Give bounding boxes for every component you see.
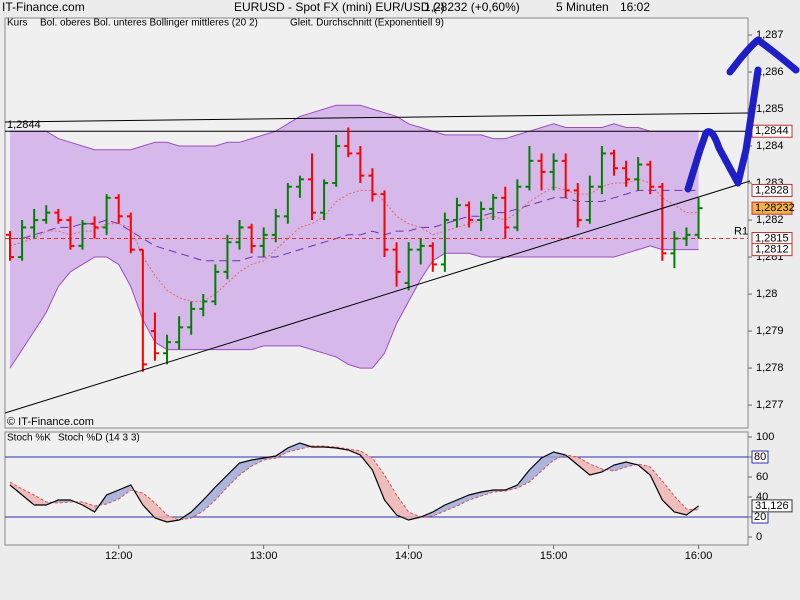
ema-line: [9, 178, 699, 302]
price-tag: [751, 243, 793, 257]
stoch-fill: [34, 495, 47, 505]
stoch-fill: [456, 495, 470, 506]
trend-line: [4, 180, 751, 414]
x-tick-label: 14:00: [395, 550, 423, 562]
price-tag: [751, 201, 793, 215]
x-tick-label: 16:00: [685, 550, 713, 562]
stoch-fill: [674, 496, 687, 515]
stoch-fill: [154, 503, 168, 522]
site-name: IT-Finance.com: [2, 0, 85, 14]
interval: 5 Minuten: [556, 0, 609, 14]
x-tick-label: 12:00: [105, 550, 133, 562]
stoch-fill: [432, 505, 445, 516]
y-tick-label: 1,28: [756, 288, 777, 300]
stoch-k-line: [9, 442, 699, 523]
bollinger-middle: [10, 189, 699, 262]
price-tag-label: 1,28232: [755, 202, 795, 214]
stoch-fill: [118, 485, 131, 499]
y-tick-label: 1,287: [756, 29, 784, 41]
y-tick-label: 1,278: [756, 362, 784, 374]
y-tick-label: 1,284: [756, 140, 784, 152]
plot-layer: 1,2771,2781,2791,281,2811,2821,2831,2841…: [5, 18, 795, 562]
stoch-fill: [650, 467, 663, 500]
price-tag-label: 1,2812: [755, 244, 789, 256]
stoch-fill: [360, 451, 373, 470]
price-tag-label: 1,2844: [755, 125, 789, 137]
level-label: 1,2844: [7, 119, 41, 131]
stoch-fill: [577, 457, 590, 475]
stoch-fill: [384, 475, 397, 515]
bollinger-upper: [10, 104, 699, 151]
price-tag: [751, 183, 793, 197]
stoch-fill: [553, 452, 566, 460]
stoch-fill: [408, 512, 421, 520]
time: 16:02: [620, 0, 650, 14]
stoch-panel: [4, 431, 749, 546]
stoch-fill: [444, 500, 457, 511]
stoch-fill: [215, 475, 228, 500]
y-tick-label: 1,286: [756, 66, 784, 78]
price-tag-label: 31,126: [755, 500, 789, 512]
price-tag-label: 1,2828: [755, 184, 789, 196]
reference-label: R1: [734, 225, 748, 237]
y-tick-label: 1,285: [756, 103, 784, 115]
price-tag-label: 1,2815: [755, 232, 789, 244]
stoch-fill: [106, 490, 119, 504]
stoch-fill: [396, 495, 409, 520]
x-tick-label: 13:00: [250, 550, 278, 562]
stoch-fill: [82, 502, 95, 512]
stoch-fill: [191, 500, 204, 518]
stoch-fill: [662, 481, 675, 512]
y-tick-label: 100: [756, 431, 774, 443]
stoch-fill: [203, 487, 216, 511]
bollinger-fill: [10, 105, 699, 369]
quote: 1,28232 (+0,60%): [424, 0, 520, 14]
y-tick-label: 0: [756, 531, 762, 543]
stoch-d-line: [9, 445, 699, 521]
stoch-fill: [142, 493, 155, 518]
copyright: © IT-Finance.com: [7, 416, 94, 428]
legend-entry: Gleit. Durchschnitt (Exponentiell 9): [290, 18, 444, 29]
level-tag-label: 80: [754, 451, 766, 463]
instrument: EURUSD - Spot FX (mini) EUR/USD (-): [234, 0, 445, 14]
legend-entry: Stoch %K: [7, 433, 51, 444]
legend-entry: Bol. oberes Bol. unteres Bollinger mittl…: [40, 18, 258, 29]
legend-entry: Kurs: [7, 18, 28, 29]
price-tag: [751, 499, 793, 513]
y-tick-label: 1,282: [756, 214, 784, 226]
y-tick-label: 1,279: [756, 325, 784, 337]
y-tick-label: 60: [756, 471, 768, 483]
y-tick-label: 1,277: [756, 399, 784, 411]
level-tag: [751, 450, 769, 464]
stoch-fill: [529, 458, 542, 482]
stoch-fill: [287, 443, 300, 452]
stoch-fill: [686, 505, 699, 515]
hand-drawn-arrow: [684, 36, 800, 193]
legend-entry: Stoch %D (14 3 3): [58, 433, 140, 444]
stoch-fill: [22, 489, 35, 505]
level-tag-label: 20: [754, 511, 766, 523]
x-tick-label: 15:00: [540, 550, 568, 562]
stoch-fill: [227, 463, 240, 487]
bollinger-lower: [9, 245, 699, 369]
stoch-fill: [239, 460, 252, 475]
stoch-fill: [372, 458, 385, 500]
stoch-fill: [469, 492, 482, 500]
trend-line: [4, 112, 749, 123]
